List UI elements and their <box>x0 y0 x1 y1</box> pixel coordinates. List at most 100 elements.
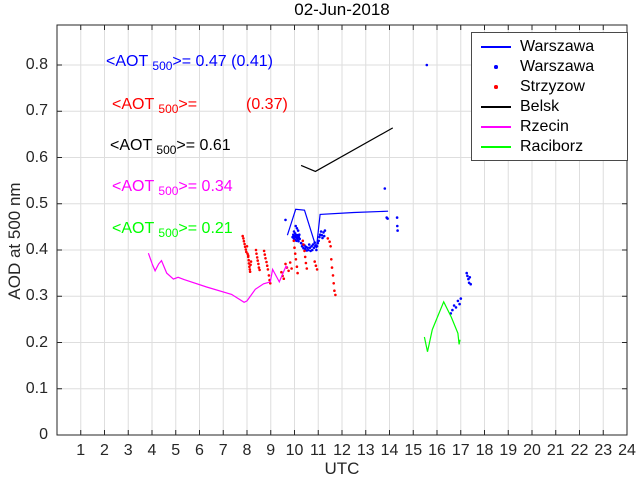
legend-line-swatch <box>481 146 511 148</box>
data-point-strzyzow <box>295 265 299 269</box>
legend-sample <box>472 65 515 69</box>
data-point-strzyzow <box>293 246 296 249</box>
chart-title: 02-Jun-2018 <box>294 0 390 19</box>
legend-line-swatch <box>481 46 511 48</box>
y-tick-label-0.2: 0.2 <box>25 333 48 351</box>
data-point-strzyzow <box>255 256 259 259</box>
legend-item-warszawa-0: Warszawa <box>472 37 627 57</box>
data-point-strzyzow <box>331 274 335 277</box>
data-point-strzyzow <box>241 234 244 238</box>
data-point-strzyzow <box>264 257 267 260</box>
x-tick-label-23: 23 <box>594 442 613 459</box>
data-point-strzyzow <box>266 268 270 271</box>
x-tick-label-20: 20 <box>523 442 541 459</box>
annotation-2-value: >= 0.61 <box>176 137 231 154</box>
x-tick-label-10: 10 <box>285 442 304 459</box>
data-point-warszawa <box>292 230 296 233</box>
data-point-strzyzow <box>332 282 336 285</box>
y-tick-label-0.8: 0.8 <box>25 56 48 73</box>
x-tick-label-14: 14 <box>380 442 399 459</box>
data-point-warszawa <box>456 299 460 303</box>
data-point-strzyzow <box>333 289 336 293</box>
x-tick-label-2: 2 <box>100 442 109 459</box>
data-point-strzyzow <box>242 239 246 243</box>
x-tick-label-8: 8 <box>242 442 252 459</box>
y-tick-label-0.5: 0.5 <box>25 194 48 212</box>
x-tick-label-4: 4 <box>147 442 157 459</box>
data-point-strzyzow <box>249 263 252 267</box>
data-point-warszawa <box>425 63 429 67</box>
data-point-warszawa <box>320 233 324 237</box>
y-tick-label-0.3: 0.3 <box>25 287 48 305</box>
x-tick-label-13: 13 <box>356 442 375 459</box>
data-point-warszawa <box>396 229 399 232</box>
legend-item-warszawa-1: Warszawa <box>472 57 627 77</box>
data-point-strzyzow <box>265 264 269 268</box>
annotation-4-subscript: 500 <box>158 226 179 240</box>
legend: Warszawa Warszawa Strzyzow Belsk Rzecin Racib… <box>471 32 628 161</box>
annotation-4-value: >= 0.21 <box>178 220 233 237</box>
data-point-strzyzow <box>313 260 317 263</box>
data-point-warszawa <box>465 271 469 275</box>
data-point-strzyzow <box>292 239 296 243</box>
data-point-warszawa <box>395 216 399 219</box>
x-tick-label-19: 19 <box>499 442 518 459</box>
data-point-warszawa <box>297 239 300 243</box>
data-point-strzyzow <box>303 255 307 259</box>
annotation-0-value: >= 0.47 (0.41) <box>172 53 273 70</box>
series-line-belsk <box>300 127 394 173</box>
y-tick-label-0.4: 0.4 <box>25 241 48 258</box>
data-point-strzyzow <box>290 267 293 270</box>
data-point-strzyzow <box>243 242 246 246</box>
annotation-1-pre: <AOT <box>112 96 159 113</box>
series-line-rzecin <box>147 253 288 303</box>
legend-sample <box>472 85 515 89</box>
data-point-warszawa <box>313 241 317 244</box>
data-point-warszawa <box>307 243 311 246</box>
x-tick-label-17: 17 <box>451 442 470 459</box>
x-tick-label-15: 15 <box>404 442 423 459</box>
data-point-strzyzow <box>301 239 305 243</box>
annotation-3-value: >= 0.34 <box>178 178 233 195</box>
data-point-warszawa <box>295 227 299 230</box>
y-tick-label-0.7: 0.7 <box>25 102 48 120</box>
data-point-warszawa <box>295 239 298 243</box>
data-point-warszawa <box>323 229 327 232</box>
data-point-warszawa <box>316 241 320 245</box>
data-point-warszawa <box>296 229 300 232</box>
series-line-raciborz <box>423 300 461 352</box>
x-tick-label-5: 5 <box>171 442 181 459</box>
data-point-warszawa <box>466 274 469 278</box>
annotation-2-pre: <AOT <box>110 137 157 154</box>
data-point-strzyzow <box>287 269 290 273</box>
axes-frame <box>56 24 628 436</box>
legend-sample <box>472 106 515 108</box>
series-scatter-strzyzow <box>241 234 337 297</box>
legend-item-strzyzow-2: Strzyzow <box>472 77 627 97</box>
data-point-strzyzow <box>305 267 309 270</box>
data-point-strzyzow <box>248 265 251 269</box>
legend-sample <box>472 126 515 128</box>
data-point-strzyzow <box>249 260 253 263</box>
data-point-warszawa <box>458 302 461 306</box>
data-point-warszawa <box>468 276 472 279</box>
data-point-strzyzow <box>334 293 337 297</box>
x-tick-label-12: 12 <box>333 442 351 459</box>
annotation-2: <AOT 500>= 0.61 <box>110 136 231 157</box>
x-tick-label-24: 24 <box>618 442 636 459</box>
data-point-warszawa <box>319 230 323 233</box>
data-point-warszawa <box>467 277 470 281</box>
data-point-strzyzow <box>255 252 258 255</box>
data-point-warszawa <box>284 218 287 222</box>
x-tick-label-21: 21 <box>546 442 565 459</box>
annotation-3: <AOT 500>= 0.34 <box>112 177 233 198</box>
data-point-warszawa <box>298 233 301 236</box>
annotation-3-subscript: 500 <box>158 184 179 198</box>
data-point-strzyzow <box>326 237 330 240</box>
legend-line-swatch <box>481 106 511 108</box>
data-point-warszawa <box>469 282 473 286</box>
data-point-strzyzow <box>267 274 271 277</box>
x-tick-label-9: 9 <box>266 442 276 459</box>
data-point-strzyzow <box>245 245 249 248</box>
